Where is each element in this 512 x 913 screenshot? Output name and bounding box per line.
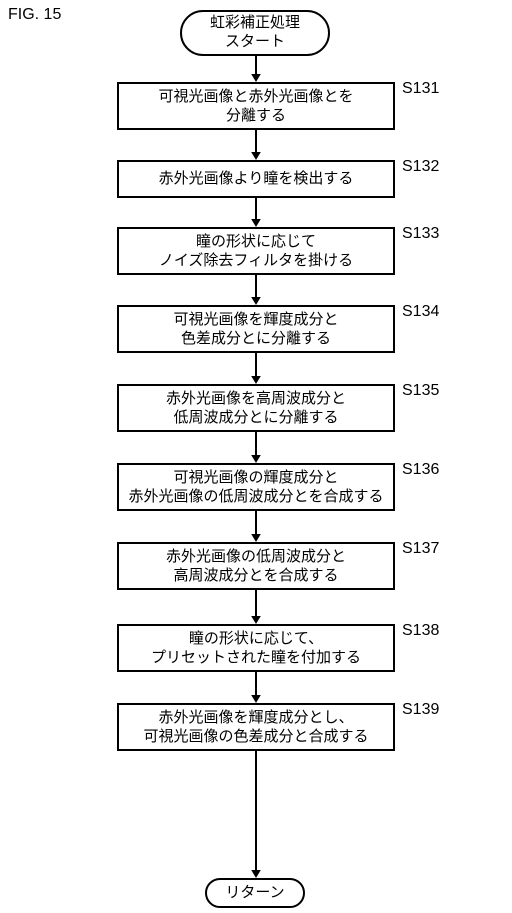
flowchart-canvas: FIG. 15 虹彩補正処理スタート 可視光画像と赤外光画像とを分離する S131… [0, 0, 512, 913]
start-terminator: 虹彩補正処理スタート [180, 10, 330, 56]
return-text: リターン [225, 884, 284, 903]
step-id-label: S132 [402, 158, 439, 176]
step-id-label: S137 [402, 540, 439, 558]
process-step: 可視光画像を輝度成分と色差成分とに分離する [117, 305, 395, 353]
process-step-text: 可視光画像の輝度成分と赤外光画像の低周波成分とを合成する [128, 468, 383, 507]
process-step: 赤外光画像より瞳を検出する [117, 160, 395, 198]
step-id-label: S134 [402, 303, 439, 321]
process-step-text: 可視光画像と赤外光画像とを分離する [158, 87, 353, 126]
process-step: 可視光画像の輝度成分と赤外光画像の低周波成分とを合成する [117, 463, 395, 511]
process-step-text: 赤外光画像を輝度成分とし、可視光画像の色差成分と合成する [143, 708, 368, 747]
process-step-text: 赤外光画像の低周波成分と高周波成分とを合成する [166, 547, 346, 586]
process-step: 可視光画像と赤外光画像とを分離する [117, 82, 395, 130]
step-id-label: S136 [402, 461, 439, 479]
process-step: 瞳の形状に応じてノイズ除去フィルタを掛ける [117, 227, 395, 275]
process-step-text: 瞳の形状に応じて、プリセットされた瞳を付加する [151, 629, 361, 668]
step-id-label: S133 [402, 225, 439, 243]
step-id-label: S139 [402, 701, 439, 719]
return-terminator: リターン [205, 878, 305, 908]
process-step: 赤外光画像を高周波成分と低周波成分とに分離する [117, 384, 395, 432]
process-step-text: 赤外光画像より瞳を検出する [159, 169, 354, 189]
step-id-label: S138 [402, 622, 439, 640]
process-step: 赤外光画像を輝度成分とし、可視光画像の色差成分と合成する [117, 703, 395, 751]
step-id-label: S135 [402, 382, 439, 400]
process-step-text: 可視光画像を輝度成分と色差成分とに分離する [173, 310, 338, 349]
figure-label: FIG. 15 [8, 6, 61, 24]
process-step-text: 赤外光画像を高周波成分と低周波成分とに分離する [166, 389, 346, 428]
arrows-layer [0, 0, 512, 913]
process-step: 瞳の形状に応じて、プリセットされた瞳を付加する [117, 624, 395, 672]
process-step-text: 瞳の形状に応じてノイズ除去フィルタを掛ける [159, 232, 353, 271]
start-text: 虹彩補正処理スタート [210, 14, 300, 52]
step-id-label: S131 [402, 80, 439, 98]
process-step: 赤外光画像の低周波成分と高周波成分とを合成する [117, 542, 395, 590]
